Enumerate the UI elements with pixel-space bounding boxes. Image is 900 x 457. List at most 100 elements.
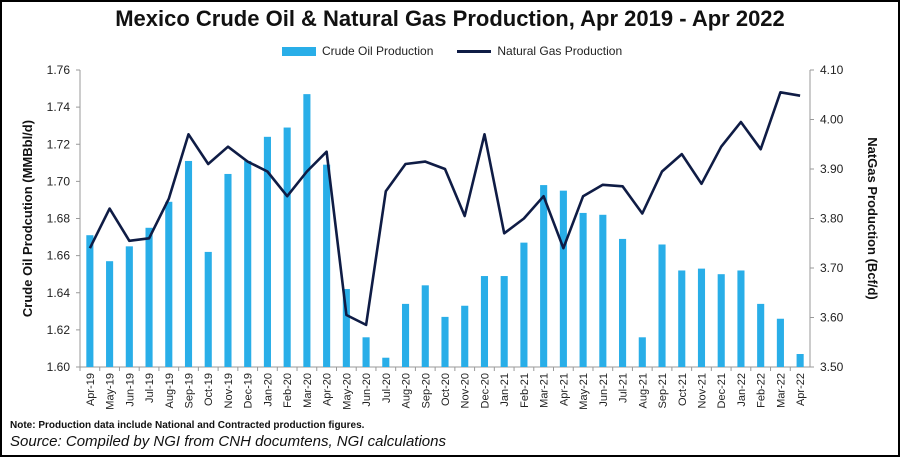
y-tick-label-left: 1.74 [47,100,71,114]
bar-crude-oil [638,337,646,367]
chart-title: Mexico Crude Oil & Natural Gas Productio… [115,6,785,31]
bar-crude-oil [323,164,331,367]
chart-legend: Crude Oil Production Natural Gas Product… [282,44,646,58]
x-tick-label: Jan-22 [736,373,748,407]
x-tick-label: Apr-20 [322,373,334,406]
x-tick-label: Jun-21 [598,373,610,407]
x-tick-label: May-20 [341,373,353,410]
y-tick-label-right: 3.70 [820,261,844,275]
bar-crude-oil [382,357,390,367]
bar-crude-oil [263,136,271,367]
bar-crude-oil [224,173,232,367]
y-tick-label-left: 1.64 [47,286,71,300]
y-tick-label-left: 1.68 [47,212,71,226]
x-tick-label: Jul-19 [144,373,156,403]
bar-crude-oil [86,235,94,367]
y-tick-label-right: 4.10 [820,63,844,77]
bar-crude-oil [796,354,804,367]
x-tick-label: Jun-19 [124,373,136,407]
x-tick-label: Mar-21 [539,373,551,408]
x-tick-label: Apr-19 [85,373,97,406]
bar-crude-oil [401,303,410,367]
bar-crude-oil [599,214,607,367]
y-tick-label-right: 3.50 [820,360,844,374]
x-tick-label: May-19 [105,373,117,410]
y-axis-label-right: NatGas Production (Bcf/d) [865,137,880,300]
x-tick-label: Aug-20 [401,373,413,408]
y-tick-label-right: 4.00 [820,113,844,127]
bar-crude-oil [619,238,627,367]
x-tick-label: Oct-19 [203,373,215,406]
x-tick-label: May-21 [578,373,590,410]
bar-crude-oil [106,261,114,367]
bar-crude-oil [125,246,133,367]
x-tick-label: Dec-19 [243,373,255,408]
bar-crude-oil [184,160,193,367]
x-tick-label: Nov-19 [223,373,235,408]
bar-crude-oil [204,251,212,367]
bar-crude-oil [421,285,429,367]
bar-crude-oil [678,270,686,367]
x-tick-label: Nov-20 [460,373,472,408]
bar-crude-oil [520,242,528,367]
y-tick-label-left: 1.66 [47,249,71,263]
x-tick-label: Feb-21 [519,373,531,408]
x-tick-label: Dec-20 [479,373,491,408]
x-tick-label: Oct-21 [677,373,689,406]
y-tick-label-left: 1.62 [47,323,71,337]
legend-item-crude: Crude Oil Production [282,44,433,58]
x-tick-label: Jun-20 [361,373,373,407]
y-tick-label-left: 1.70 [47,174,71,188]
bar-crude-oil [500,276,508,367]
x-tick-label: Oct-20 [440,373,452,406]
source-line: Source: Compiled by NGI from CNH documte… [10,433,446,450]
x-tick-label: Mar-20 [302,373,314,408]
x-tick-label: Apr-21 [558,373,570,406]
y-tick-label-left: 1.60 [47,360,71,374]
x-tick-label: Dec-21 [716,373,728,408]
x-tick-label: Jan-20 [262,373,274,407]
legend-swatch-gas [457,49,492,53]
bar-crude-oil [362,337,370,367]
bar-crude-oil [244,160,252,367]
bar-crude-oil [717,274,725,367]
bar-crude-oil [579,212,587,367]
bar-crude-oil [441,316,449,367]
y-tick-label-left: 1.72 [47,137,71,151]
line-natural-gas [88,91,801,327]
bar-crude-oil [540,185,548,367]
x-tick-label: Feb-22 [756,373,768,408]
legend-label-crude: Crude Oil Production [322,44,434,58]
y-tick-label-right: 3.80 [820,212,844,226]
x-tick-label: Apr-22 [795,373,807,406]
bar-crude-oil [480,276,489,367]
x-tick-label: Sep-21 [657,373,669,408]
bar-crude-oil [757,303,765,367]
bar-crude-oil [145,227,153,367]
bar-crude-oil [342,289,350,367]
legend-label-gas: Natural Gas Production [497,44,623,58]
x-tick-label: Aug-19 [164,373,176,408]
bar-crude-oil [737,270,745,367]
bar-crude-oil [165,201,173,367]
bar-crude-oil [697,268,706,367]
x-tick-label: Jan-21 [499,373,511,407]
x-tick-label: Aug-21 [637,373,649,408]
x-tick-label: Jul-20 [381,373,393,403]
x-tick-label: Sep-20 [420,373,432,408]
bar-crude-oil [559,190,567,367]
bar-crude-oil [283,127,291,367]
footnote: Note: Production data include National a… [10,420,365,431]
bar-crude-oil [776,318,784,367]
legend-item-gas: Natural Gas Production [457,44,622,58]
y-tick-label-left: 1.76 [47,63,71,77]
chart-svg: 1.60 1.62 1.64 1.66 1.68 1.70 1.72 1.74 1.76 3.50… [20,63,880,410]
y-axis-label-left: Crude Oil Prodcution (MMBbl/d) [20,120,35,317]
bar-crude-oil [658,244,666,367]
x-tick-label: Feb-20 [282,373,294,408]
legend-swatch-crude [282,46,316,56]
bar-crude-oil [461,305,469,367]
bar-crude-oil [303,94,311,367]
y-tick-label-right: 3.60 [820,311,844,325]
